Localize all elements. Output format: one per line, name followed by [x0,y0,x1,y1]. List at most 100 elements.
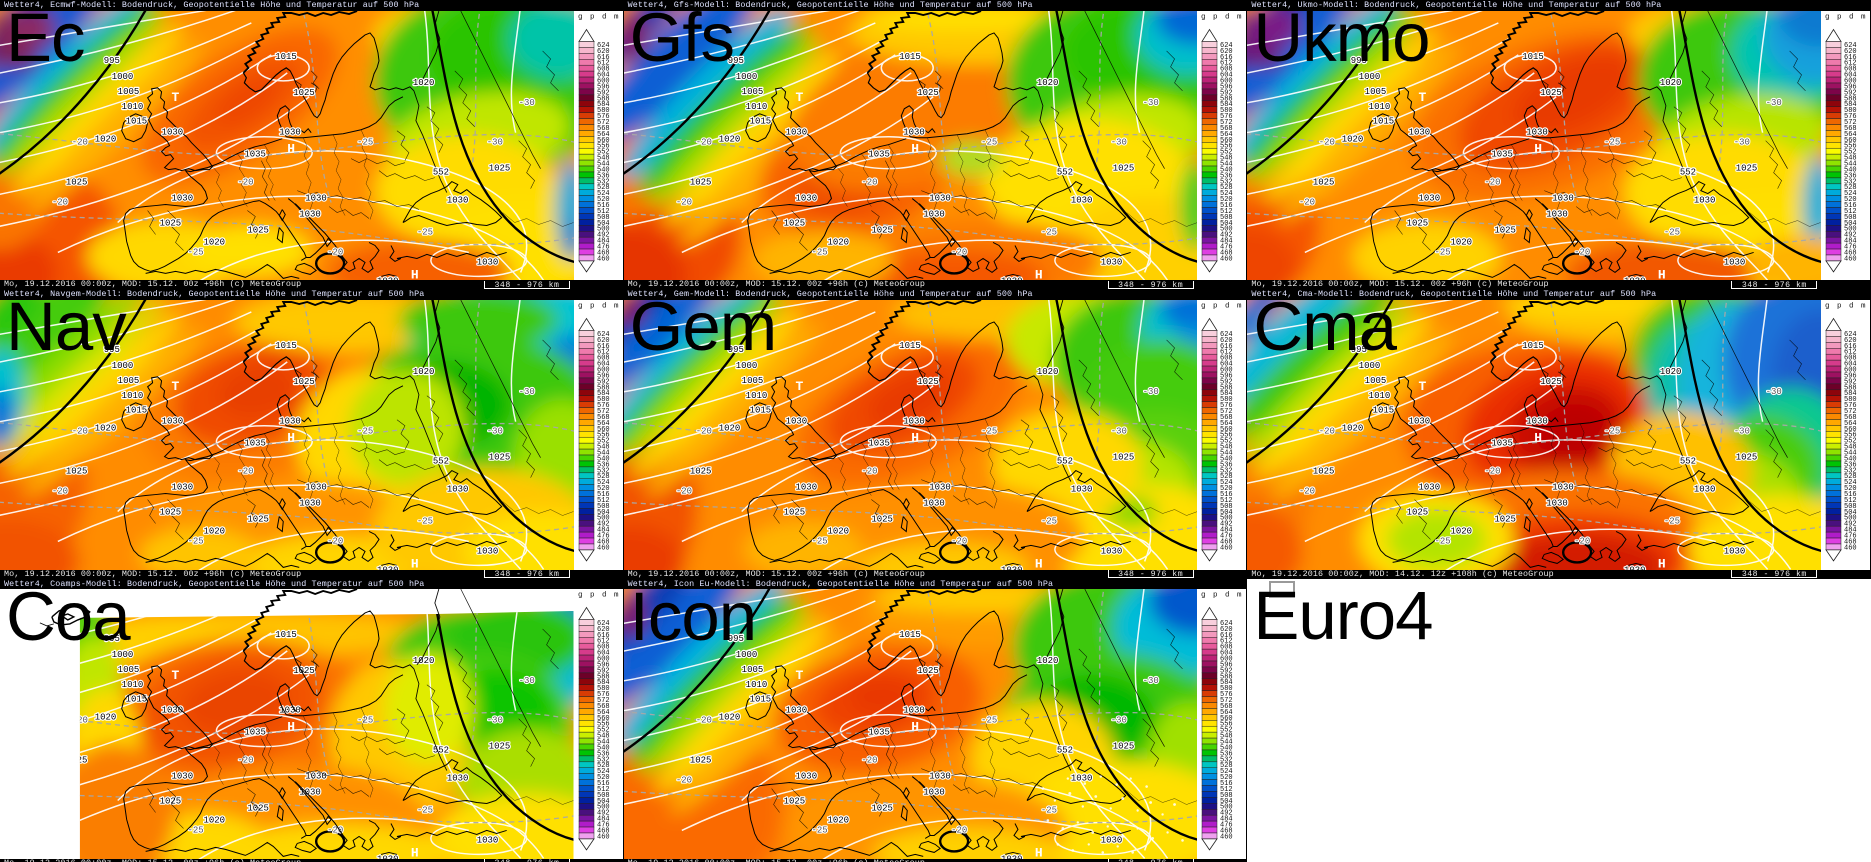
svg-text:508: 508 [1220,214,1233,222]
svg-text:484: 484 [1844,527,1857,535]
svg-text:g p d m: g p d m [1201,303,1243,311]
svg-text:548: 548 [597,444,610,452]
svg-text:504: 504 [597,798,610,806]
svg-text:512: 512 [1220,786,1233,794]
svg-text:500: 500 [1220,515,1233,523]
svg-text:476: 476 [597,533,610,541]
svg-text:572: 572 [1220,119,1233,127]
svg-text:520: 520 [1844,485,1857,493]
svg-text:532: 532 [597,178,610,186]
svg-text:508: 508 [1220,792,1233,800]
svg-text:580: 580 [597,686,610,694]
svg-text:g p d m: g p d m [1825,13,1867,21]
svg-text:504: 504 [597,220,610,228]
svg-text:564: 564 [597,131,610,139]
svg-text:552: 552 [1220,727,1233,735]
svg-text:600: 600 [1220,367,1233,375]
svg-text:544: 544 [597,160,610,168]
svg-text:g p d m: g p d m [578,303,620,311]
svg-text:528: 528 [1844,184,1857,192]
svg-text:560: 560 [597,426,610,434]
svg-text:616: 616 [1220,632,1233,640]
svg-text:608: 608 [1220,65,1233,73]
svg-text:572: 572 [1844,408,1857,416]
svg-text:568: 568 [1844,414,1857,422]
svg-text:580: 580 [1844,107,1857,115]
svg-text:524: 524 [1844,190,1857,198]
svg-text:620: 620 [1220,626,1233,634]
svg-text:536: 536 [597,751,610,759]
svg-text:552: 552 [1844,438,1857,446]
svg-text:532: 532 [1220,178,1233,186]
svg-text:624: 624 [1220,331,1233,339]
svg-text:588: 588 [597,674,610,682]
svg-text:468: 468 [1844,249,1857,257]
svg-text:528: 528 [597,473,610,481]
svg-text:528: 528 [1220,763,1233,771]
svg-text:552: 552 [1220,148,1233,156]
svg-text:616: 616 [1220,343,1233,351]
svg-text:620: 620 [1844,48,1857,56]
svg-text:524: 524 [597,769,610,777]
svg-text:524: 524 [1220,769,1233,777]
svg-text:524: 524 [1220,190,1233,198]
svg-text:584: 584 [1220,390,1233,398]
svg-text:604: 604 [597,71,610,79]
svg-text:580: 580 [1220,396,1233,404]
svg-text:560: 560 [1844,137,1857,145]
svg-text:552: 552 [597,438,610,446]
svg-text:g p d m: g p d m [578,13,620,21]
svg-text:556: 556 [1844,432,1857,440]
svg-text:548: 548 [1844,444,1857,452]
svg-text:508: 508 [1844,503,1857,511]
svg-text:624: 624 [1844,331,1857,339]
svg-text:528: 528 [597,763,610,771]
svg-text:576: 576 [1844,402,1857,410]
svg-text:624: 624 [597,331,610,339]
svg-text:532: 532 [1844,467,1857,475]
svg-text:540: 540 [1844,456,1857,464]
svg-text:552: 552 [1844,148,1857,156]
svg-text:492: 492 [1844,231,1857,239]
svg-text:588: 588 [597,95,610,103]
svg-text:592: 592 [597,89,610,97]
svg-text:560: 560 [1220,137,1233,145]
svg-text:476: 476 [597,243,610,251]
svg-text:492: 492 [1220,810,1233,818]
svg-text:460: 460 [1844,545,1857,553]
svg-text:580: 580 [597,107,610,115]
svg-text:484: 484 [597,527,610,535]
svg-text:544: 544 [1220,450,1233,458]
svg-text:560: 560 [597,715,610,723]
svg-text:576: 576 [597,113,610,121]
svg-text:564: 564 [597,420,610,428]
svg-text:524: 524 [597,479,610,487]
svg-text:604: 604 [1220,650,1233,658]
svg-text:580: 580 [1844,396,1857,404]
svg-text:512: 512 [1220,497,1233,505]
svg-text:520: 520 [597,775,610,783]
svg-text:500: 500 [597,804,610,812]
svg-text:620: 620 [597,48,610,56]
svg-text:516: 516 [1220,491,1233,499]
svg-text:460: 460 [1220,545,1233,553]
svg-text:468: 468 [597,249,610,257]
svg-text:520: 520 [1220,485,1233,493]
svg-text:548: 548 [1844,154,1857,162]
svg-text:568: 568 [1220,414,1233,422]
svg-text:516: 516 [1844,491,1857,499]
svg-text:612: 612 [1844,349,1857,357]
svg-text:504: 504 [597,509,610,517]
svg-text:588: 588 [1844,95,1857,103]
svg-text:564: 564 [1220,709,1233,717]
svg-text:528: 528 [1220,184,1233,192]
svg-text:500: 500 [597,226,610,234]
svg-text:576: 576 [597,402,610,410]
svg-text:504: 504 [1844,509,1857,517]
svg-text:592: 592 [597,668,610,676]
svg-text:552: 552 [597,148,610,156]
svg-text:564: 564 [1220,420,1233,428]
svg-text:600: 600 [1844,77,1857,85]
svg-text:612: 612 [597,59,610,67]
svg-text:548: 548 [597,733,610,741]
